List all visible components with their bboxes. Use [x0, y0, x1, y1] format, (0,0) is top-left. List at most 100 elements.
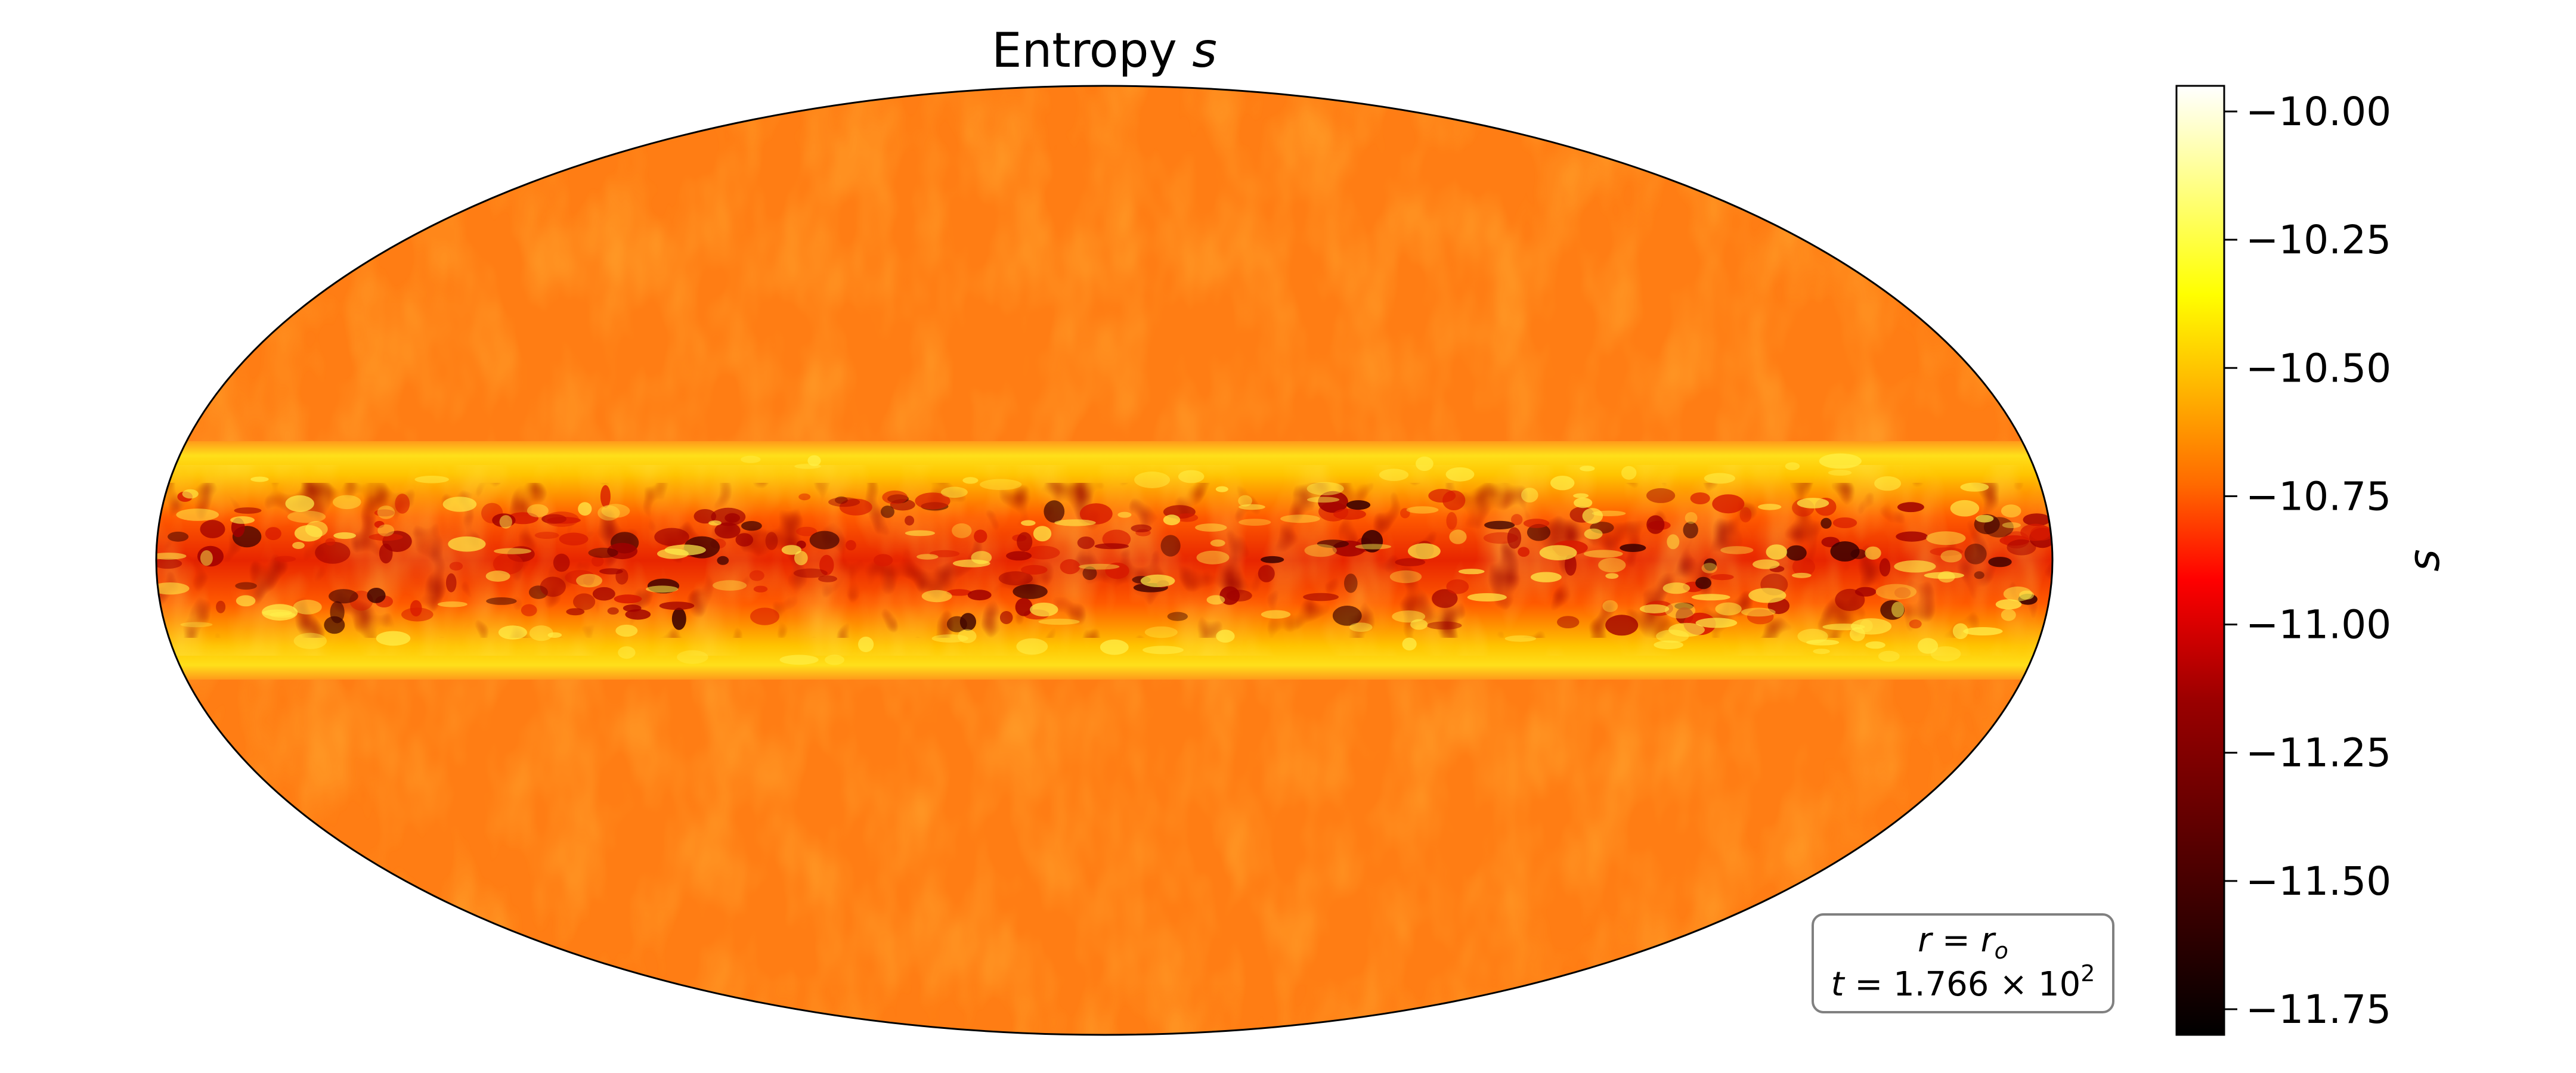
bright-cell	[601, 504, 630, 518]
bright-cell	[1715, 602, 1742, 616]
dark-cell	[1426, 621, 1462, 630]
dark-cell	[1930, 547, 1963, 556]
dark-cell	[592, 587, 615, 601]
dark-cell	[1261, 556, 1284, 563]
dark-cell	[566, 608, 585, 616]
dark-cell	[559, 532, 589, 546]
bright-cell	[1860, 619, 1873, 632]
dark-cell	[1428, 489, 1456, 503]
dark-cell	[493, 553, 524, 575]
bright-cell	[292, 542, 305, 549]
bright-cell	[1930, 646, 1961, 662]
bright-cell	[333, 495, 361, 510]
colorbar-ticks: −10.00 −10.25 −10.50 −10.75 −11.00 −11.25 −11.…	[2224, 89, 2391, 1032]
bright-cell	[1206, 595, 1225, 605]
bright-cell	[377, 506, 395, 519]
dark-cell	[946, 616, 967, 632]
dark-cell	[374, 509, 395, 517]
bright-cell	[1665, 602, 1696, 619]
bright-cell	[825, 655, 844, 665]
dark-cell	[999, 611, 1013, 624]
colorbar-tick-label: −11.00	[2246, 602, 2391, 648]
bright-cell	[499, 515, 512, 529]
dark-cell	[1432, 589, 1458, 608]
dark-cell	[200, 520, 225, 538]
dark-cell	[1017, 532, 1033, 551]
dark-cell	[1832, 517, 1857, 528]
annotation-time: t = 1.766 × 102	[1831, 960, 2095, 1004]
dark-cell	[1021, 565, 1048, 575]
dark-cell	[1792, 557, 1815, 576]
bright-cell	[1140, 574, 1175, 588]
bright-cell	[1584, 550, 1623, 558]
dark-cell	[1786, 545, 1807, 561]
dark-cell	[156, 558, 182, 569]
bright-cell	[1304, 544, 1337, 557]
dark-cell	[486, 597, 517, 605]
bright-cell	[917, 554, 939, 560]
bright-cell	[1875, 584, 1917, 600]
dark-cell	[881, 506, 894, 518]
bright-cell	[779, 655, 819, 665]
colorbar-tick-label: −10.25	[2246, 217, 2391, 263]
bright-cell	[2001, 609, 2016, 621]
bright-cell	[547, 632, 562, 638]
dark-cell	[1077, 536, 1095, 549]
dark-cell	[818, 575, 837, 582]
dark-cell	[998, 571, 1033, 586]
dark-cell	[1344, 573, 1358, 593]
dark-cell	[1026, 545, 1060, 560]
bright-cell	[1445, 467, 1475, 482]
dark-cell	[369, 533, 403, 541]
bright-cell	[262, 604, 298, 621]
dark-cell	[315, 541, 351, 564]
dark-cell	[1167, 612, 1188, 621]
bright-cell	[1602, 600, 1618, 612]
dark-cell	[1620, 544, 1646, 552]
bright-cell	[1410, 619, 1428, 630]
bright-cell	[287, 510, 326, 523]
dark-cell	[1094, 543, 1129, 550]
bright-cell	[230, 516, 255, 524]
bright-cell	[1467, 593, 1507, 601]
bright-cell	[156, 553, 187, 560]
bright-cell	[807, 455, 821, 466]
dark-cell	[607, 542, 637, 560]
bright-cell	[1582, 508, 1603, 524]
dark-cell	[1974, 571, 1984, 579]
bright-cell	[1940, 550, 1962, 563]
bright-cell	[921, 590, 952, 603]
dark-cell	[905, 516, 915, 526]
bright-cell	[1016, 638, 1048, 655]
dark-cell	[929, 550, 960, 557]
bright-cell	[952, 523, 972, 538]
dark-cell	[274, 556, 296, 562]
colorbar-tick-label: −11.50	[2246, 858, 2391, 904]
bright-cell	[2019, 590, 2035, 600]
dark-cell	[1395, 558, 1426, 566]
dark-cell	[793, 568, 828, 578]
dark-cell	[1484, 520, 1515, 530]
bright-cell	[1662, 582, 1690, 594]
dark-cell	[1896, 531, 1928, 542]
bright-cell	[781, 545, 802, 555]
bright-cell	[1163, 514, 1181, 526]
dark-cell	[325, 538, 336, 546]
bright-cell	[1216, 629, 1235, 643]
bright-cell	[1178, 470, 1205, 483]
bright-cell	[1038, 618, 1080, 625]
dark-cell	[614, 594, 642, 604]
bright-cell	[1598, 557, 1626, 573]
bright-cell	[293, 600, 322, 615]
bright-cell	[597, 505, 620, 521]
dark-cell	[654, 528, 689, 546]
bright-cell	[156, 582, 190, 595]
bright-cell	[414, 476, 449, 483]
bright-cell	[1504, 635, 1536, 642]
dark-cell	[573, 593, 596, 610]
bright-cell	[1720, 546, 1754, 554]
bright-cell	[376, 631, 411, 646]
dark-cell	[1303, 593, 1339, 601]
colorbar-tick-label: −10.75	[2246, 473, 2391, 519]
dark-cell	[724, 513, 741, 523]
